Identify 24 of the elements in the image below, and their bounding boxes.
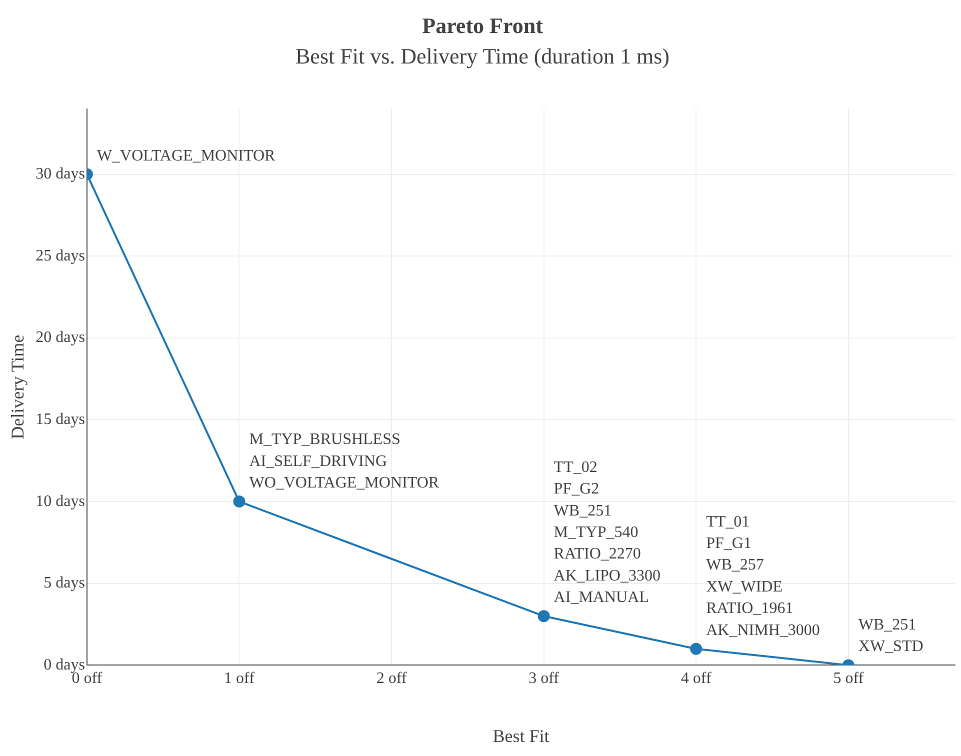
y-tick-label: 15 days [36, 410, 85, 428]
x-axis-title: Best Fit [492, 726, 550, 746]
chart-title: Pareto Front [422, 12, 544, 38]
y-axis-title: Delivery Time [8, 334, 28, 440]
point [538, 610, 550, 622]
x-tick-label: 4 off [680, 670, 712, 688]
point [690, 642, 702, 655]
chart-subtitle: Best Fit vs. Delivery Time (duration 1 ms) [296, 43, 670, 68]
y-tick-label: 0 days [44, 656, 85, 674]
point [233, 496, 246, 508]
x-tick-label: 1 off [224, 670, 256, 688]
x-tick-label: 5 off [833, 670, 864, 688]
y-tick-label: 30 days [36, 165, 85, 182]
annotation: TT_01 PF_G1 WB_257 XW_WIDE RATIO_1961 AK_NIMH_3000 [706, 513, 820, 639]
annotation: M_TYP_BRUSHLESS AI_SELF_DRIVING WO_VOLTAGE_MONITOR [249, 431, 440, 492]
x-tick-label: 3 off [528, 670, 560, 688]
y-tick-label: 20 days [36, 329, 85, 346]
y-tick-label: 10 days [36, 492, 85, 510]
annotation: TT_02 PF_G2 WB_251 M_TYP_540 RATIO_2270 AK_LIPO_3300 AI_MANUAL [554, 458, 660, 606]
annotation: W_VOLTAGE_MONITOR [96, 147, 276, 164]
x-tick-label: 2 off [376, 670, 408, 688]
y-tick-label: 5 days [44, 574, 85, 592]
annotation: WB_251 XW_STD [858, 616, 924, 656]
y-tick-label: 25 days [36, 247, 85, 264]
